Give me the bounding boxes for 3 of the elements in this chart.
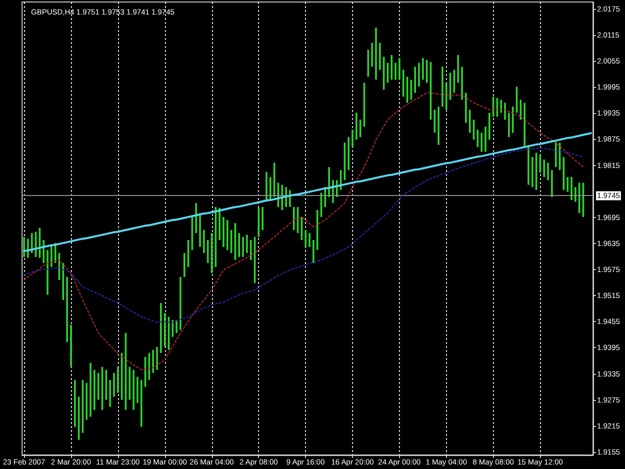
line-series [23, 132, 592, 252]
line-series [24, 147, 584, 323]
line-series [24, 92, 584, 370]
